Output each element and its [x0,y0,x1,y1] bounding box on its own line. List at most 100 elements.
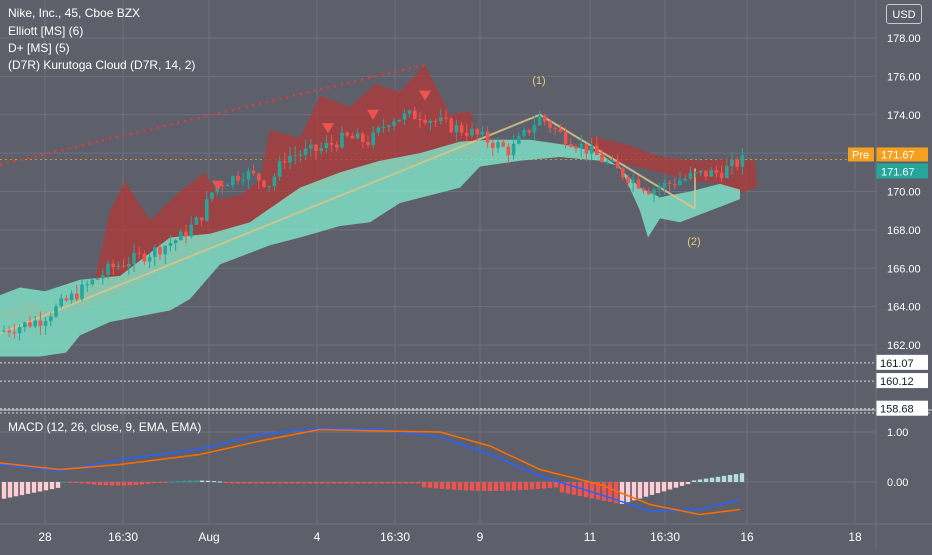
candle-body [667,182,672,184]
macd-bar [361,482,367,484]
macd-bar [127,482,133,486]
candle-body [2,330,6,332]
macd-bar [211,481,217,483]
macd-bar [523,482,529,490]
y-tick-label: 164.00 [887,302,921,314]
candle-body [277,161,282,177]
candle-body [522,129,526,137]
candle-body [615,160,620,169]
macd-bar [679,482,685,486]
macd-bar [715,476,721,482]
candle-body [496,142,500,149]
macd-bar [55,482,61,488]
candle-body [189,224,193,237]
candle-body [465,132,469,136]
candle-body [371,132,375,145]
candle-body [283,161,287,163]
candle-body [480,131,485,135]
macd-bar [61,481,67,483]
candle-body [132,252,136,265]
macd-signal-line [0,428,741,516]
macd-bar [631,482,637,501]
macd-bar [241,482,247,484]
macd-bar [265,482,271,484]
candle-body [199,217,204,221]
macd-bar [19,482,25,496]
macd-bar [409,482,415,484]
candle-body [605,161,609,163]
macd-bar [25,482,31,494]
candle-body [569,143,573,147]
macd-bar [373,482,379,484]
candle-body [111,263,115,268]
candle-body [579,143,583,149]
candle-body [652,189,656,195]
pre-label: Pre [852,149,869,161]
symbol-title: Nike, Inc., 45, Cboe BZX [8,6,141,20]
candle-body [272,176,277,187]
candle-body [439,117,443,121]
candle-body [355,133,360,139]
macd-bar [349,482,355,484]
x-tick-label: 11 [584,530,597,544]
macd-tick-label: 1.00 [887,427,908,439]
candle-body [319,147,323,151]
macd-bar [133,482,139,485]
macd-bar [79,482,85,484]
candle-body [381,127,386,129]
candle-body [17,327,22,334]
currency-button[interactable]: USD [886,4,922,24]
macd-bar [97,482,103,485]
indicator-elliott[interactable]: Elliott [MS] (6) [8,24,84,38]
macd-bar [121,482,127,486]
sell-signal-marker [212,180,224,191]
macd-bar [589,482,595,499]
macd-bar [289,482,295,484]
macd-bar [223,482,229,483]
macd-bar [145,482,151,484]
pre-value: 171.67 [881,149,915,161]
candle-body [33,320,37,327]
sell-signal-marker [322,123,334,134]
candle-body [485,131,490,143]
macd-bar [37,482,43,492]
candle-body [163,245,167,255]
macd-bar [385,482,391,484]
candle-body [537,115,542,126]
candle-body [127,264,131,267]
candle-body [397,119,401,122]
macd-bar [181,480,187,482]
macd-bar [727,475,733,482]
macd-bar [199,480,205,482]
candle-body [735,159,739,167]
candle-body [345,132,349,136]
candle-body [293,155,297,157]
candle-body [699,170,703,173]
candle-body [23,322,27,328]
candle-body [147,256,152,262]
level-value: 161.07 [880,358,914,370]
candle-body [475,129,479,135]
candle-body [168,243,173,246]
macd-bar [277,482,283,484]
candle-body [38,320,43,326]
candle-body [636,179,641,189]
macd-bar [595,482,601,500]
macd-bar [319,482,325,484]
indicator-kurutoga[interactable]: (D7R) Kurutoga Cloud (D7R, 14, 2) [8,58,196,72]
level-badge [876,373,928,389]
candle-body [704,170,708,177]
macd-bar [739,473,745,482]
candle-body [662,182,667,188]
macd-bar [703,478,709,482]
macd-bar [367,482,373,484]
macd-bar [163,482,169,483]
macd-bar [229,482,235,484]
macd-bar [607,482,613,502]
elliott-label: (1) [532,75,545,87]
candle-body [101,274,105,279]
candle-body [714,170,719,173]
indicator-dplus[interactable]: D+ [MS] (5) [8,41,70,55]
macd-bar [391,482,397,484]
